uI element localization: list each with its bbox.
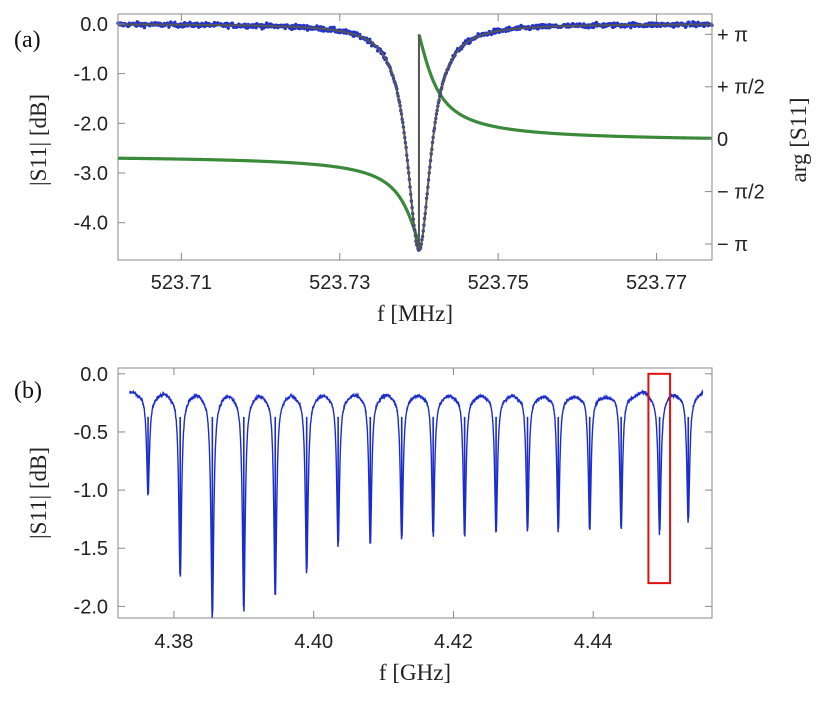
- panel-b-y-axis-title: |S11| [dB]: [26, 447, 51, 539]
- data-point: [142, 25, 147, 30]
- resonance-dips: [147, 416, 690, 613]
- panel-a-axes: 523.71 523.73 523.75 523.77 0.0 -1.0 -2.0 -3.0 -…: [74, 14, 765, 294]
- y2-tick-label: 0: [717, 129, 728, 151]
- y2-tick-label: + π: [717, 24, 748, 46]
- y-tick-label: 0.0: [80, 364, 108, 386]
- panel-b-label: (b): [14, 378, 42, 404]
- panel-b: (b) 4.38 4.40 4.42 4.440.0-0.5-1.0-1.5-2.0 …: [14, 364, 713, 685]
- y2-tick-label: − π: [717, 234, 748, 256]
- x-tick-label: 523.77: [626, 272, 687, 294]
- data-point: [290, 27, 294, 32]
- data-point: [226, 26, 231, 30]
- magnitude-fit-curve: [118, 23, 713, 252]
- panel-b-frame: [117, 367, 713, 619]
- x-tick-label: 523.71: [151, 272, 212, 294]
- panel-a-x-axis-title: f [MHz]: [377, 301, 453, 326]
- panel-b-axes: 4.38 4.40 4.42 4.44 0.0 -0.5 -1.0 -1.5 -2.0: [74, 364, 712, 653]
- y-tick-label: 0.0: [80, 14, 108, 36]
- y-tick-label: -3.0: [74, 163, 108, 185]
- panel-b-x-axis-title: f [GHz]: [379, 660, 451, 685]
- y-tick-label: -0.5: [74, 422, 108, 444]
- y2-tick-label: + π/2: [717, 77, 765, 99]
- x-tick-label: 4.40: [294, 631, 333, 653]
- y-tick-label: -1.5: [74, 538, 108, 560]
- panel-a-plot-area: [116, 20, 714, 252]
- spectrum-line: [129, 388, 704, 619]
- y-tick-label: -4.0: [74, 213, 108, 235]
- y-tick-label: -2.0: [74, 113, 108, 135]
- x-tick-label: 523.73: [309, 272, 370, 294]
- y2-tick-label: − π/2: [717, 182, 765, 204]
- panel-a-y-axis-title: |S11| [dB]: [26, 94, 51, 186]
- y-tick-label: -1.0: [74, 480, 108, 502]
- x-tick-label: 4.42: [434, 631, 473, 653]
- phase-curve-right: [417, 34, 713, 140]
- x-tick-label: 523.75: [468, 272, 529, 294]
- panel-a-y2-axis-title: arg [S11]: [786, 98, 811, 183]
- highlight-box: [647, 372, 672, 585]
- x-tick-label: 4.38: [154, 631, 193, 653]
- panel-a-frame: [117, 13, 713, 261]
- y-tick-label: -2.0: [74, 596, 108, 618]
- data-point: [355, 31, 359, 35]
- panel-b-plot-area: [129, 372, 704, 619]
- y-tick-label: -1.0: [74, 64, 108, 86]
- panel-a-label: (a): [14, 27, 41, 53]
- panel-a: (a) 523.71 523.73 523.75 523.77 0.0 -1.0 -2.0 -…: [14, 13, 811, 326]
- phase-curve-left: [117, 156, 421, 245]
- x-tick-label: 4.44: [574, 631, 613, 653]
